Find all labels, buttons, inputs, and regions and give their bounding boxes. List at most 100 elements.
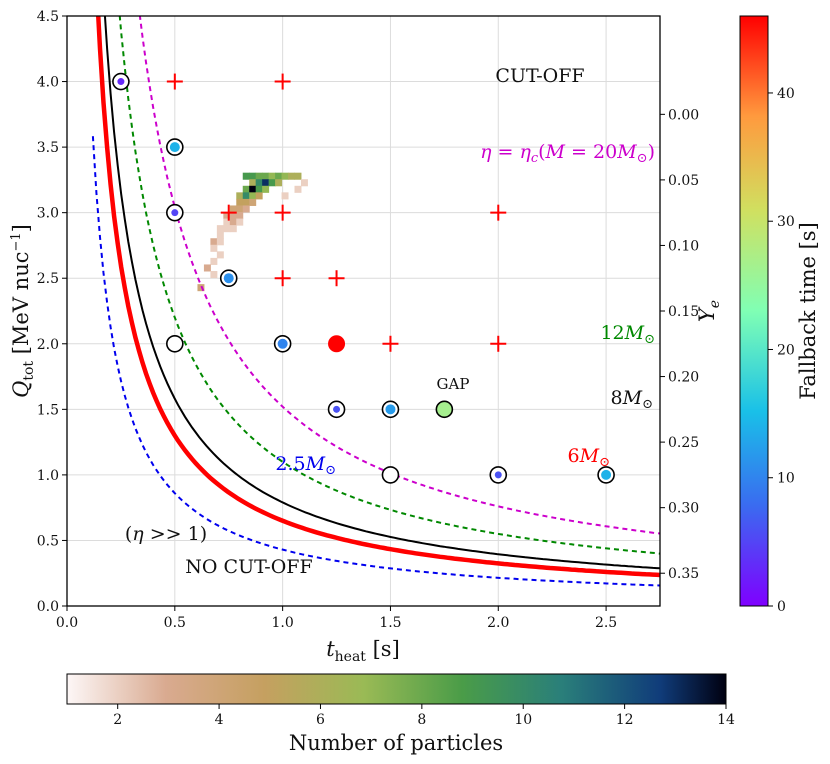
curve-2p5m bbox=[91, 136, 660, 587]
fallback-dot-marker bbox=[494, 471, 502, 479]
ye-tick-label: 0.05 bbox=[668, 173, 699, 189]
cutoff-cross-marker bbox=[220, 204, 237, 221]
colorbar-fallback-label: Fallback time [s] bbox=[796, 222, 820, 400]
cutoff-cross-marker bbox=[274, 204, 291, 221]
markers bbox=[112, 72, 615, 484]
fallback-dot-marker bbox=[169, 142, 180, 153]
x-tick-label: 2.5 bbox=[595, 615, 617, 631]
histogram-cell bbox=[210, 271, 218, 279]
y-axis-label: Qtot [MeV nuc−1] bbox=[9, 224, 37, 398]
cutoff-cross-marker bbox=[490, 335, 507, 352]
histogram-cell bbox=[249, 192, 257, 200]
x-tick-label: 0.5 bbox=[164, 615, 186, 631]
histogram-cell bbox=[210, 244, 218, 252]
histogram-cell bbox=[242, 185, 250, 193]
fallback-dot-marker bbox=[171, 209, 179, 217]
histogram-cell bbox=[223, 218, 231, 226]
fallback-dot-marker bbox=[601, 469, 612, 480]
annotation-no-cutoff: NO CUT-OFF bbox=[185, 556, 312, 578]
histogram-cell bbox=[236, 205, 244, 213]
x-ticks: 0.0 0.5 1.0 1.5 2.0 2.5 bbox=[56, 606, 617, 631]
cutoff-cross-marker bbox=[274, 73, 291, 90]
ye-tick-label: 0.15 bbox=[668, 304, 699, 320]
x-tick-label: 2.0 bbox=[487, 615, 509, 631]
grid bbox=[66, 15, 660, 607]
histogram-cell bbox=[223, 212, 231, 220]
curve-8m bbox=[103, 16, 660, 570]
histogram-cell bbox=[236, 218, 244, 226]
histogram-cell bbox=[210, 238, 218, 246]
curve-label-2p5msun: 2.5M⊙ bbox=[275, 453, 336, 478]
histogram-cell bbox=[294, 185, 302, 193]
y-tick-label: 4.5 bbox=[37, 9, 59, 25]
histogram-cell bbox=[249, 172, 257, 180]
cutoff-cross-marker bbox=[274, 270, 291, 287]
histogram-cell bbox=[223, 225, 231, 233]
ye-ticks: 0.00 0.05 0.10 0.15 0.20 0.25 0.30 0.35 bbox=[660, 107, 699, 582]
annotation-cutoff: CUT-OFF bbox=[495, 65, 584, 87]
histogram-cell bbox=[249, 185, 257, 193]
histogram-cell bbox=[236, 212, 244, 220]
cutoff-cross-marker bbox=[490, 204, 507, 221]
colorbar-particles-ticks: 2 4 6 8 10 12 14 bbox=[113, 704, 735, 728]
ye-tick-label: 0.35 bbox=[668, 566, 699, 582]
colorbar-particles bbox=[66, 673, 727, 705]
colorbar-fallback-tick-label: 40 bbox=[777, 86, 795, 102]
fallback-ring-marker bbox=[381, 466, 400, 484]
histogram-cell bbox=[197, 284, 205, 292]
histogram-cell bbox=[300, 179, 308, 187]
y-tick-label: 3.0 bbox=[37, 206, 59, 222]
histogram-cell bbox=[294, 172, 302, 180]
histogram-cell bbox=[275, 179, 283, 187]
colorbar-particles-tick-label: 8 bbox=[417, 712, 426, 728]
x-tick-label: 1.5 bbox=[379, 615, 401, 631]
colorbar-particles-tick-label: 2 bbox=[113, 712, 122, 728]
y2-axis-label: Ye bbox=[695, 300, 723, 322]
mass-curves bbox=[91, 16, 660, 587]
plot-frame bbox=[66, 15, 661, 607]
histogram-cell bbox=[216, 238, 224, 246]
colorbar-fallback-tick-label: 10 bbox=[777, 471, 795, 487]
annotation-gap: GAP bbox=[437, 375, 470, 393]
colorbar-fallback-tick-label: 0 bbox=[777, 599, 786, 615]
histogram-cell bbox=[229, 212, 237, 220]
histogram-cell bbox=[255, 172, 263, 180]
colorbar-particles-tick-label: 14 bbox=[717, 712, 735, 728]
fallback-dot-marker bbox=[277, 338, 288, 349]
fallback-ring-marker bbox=[166, 334, 184, 353]
histogram-cell bbox=[216, 231, 224, 239]
y-tick-label: 3.5 bbox=[37, 140, 59, 156]
colorbar-particles-tick-label: 4 bbox=[215, 712, 224, 728]
y-tick-label: 1.5 bbox=[37, 402, 59, 418]
histogram-cell bbox=[216, 225, 224, 233]
histogram-cell bbox=[249, 179, 257, 187]
cutoff-cross-marker bbox=[328, 270, 345, 287]
x-tick-label: 1.0 bbox=[272, 615, 294, 631]
histogram-cell bbox=[242, 172, 250, 180]
histogram-cell bbox=[229, 225, 237, 233]
colorbar-particles-label: Number of particles bbox=[289, 731, 503, 755]
fallback-dot-marker bbox=[385, 404, 396, 415]
curve-label-20msun: η = ηc(M = 20M⊙) bbox=[480, 141, 655, 166]
colorbar-fallback bbox=[739, 15, 769, 607]
ye-tick-label: 0.10 bbox=[668, 238, 699, 254]
ye-tick-label: 0.00 bbox=[668, 107, 699, 123]
histogram-cell bbox=[249, 198, 257, 206]
colorbar-particles-tick-label: 6 bbox=[316, 712, 325, 728]
x-tick-label: 0.0 bbox=[56, 615, 78, 631]
y-tick-label: 0.5 bbox=[37, 533, 59, 549]
ye-tick-label: 0.25 bbox=[668, 435, 699, 451]
histogram-cell bbox=[275, 172, 283, 180]
histogram-cell bbox=[281, 172, 289, 180]
y-tick-label: 2.5 bbox=[37, 271, 59, 287]
curve-label-12msun: 12M⊙ bbox=[600, 322, 655, 347]
curve-6m bbox=[96, 16, 660, 578]
histogram-cell bbox=[236, 192, 244, 200]
y-tick-label: 4.0 bbox=[37, 75, 59, 91]
histogram-cell bbox=[262, 185, 270, 193]
histogram-cell bbox=[216, 251, 224, 259]
histogram-cell bbox=[210, 257, 218, 265]
histogram-cell bbox=[268, 179, 276, 187]
y-ticks: 0.0 0.5 1.0 1.5 2.0 2.5 3.0 3.5 4.0 4.5 bbox=[37, 9, 67, 615]
